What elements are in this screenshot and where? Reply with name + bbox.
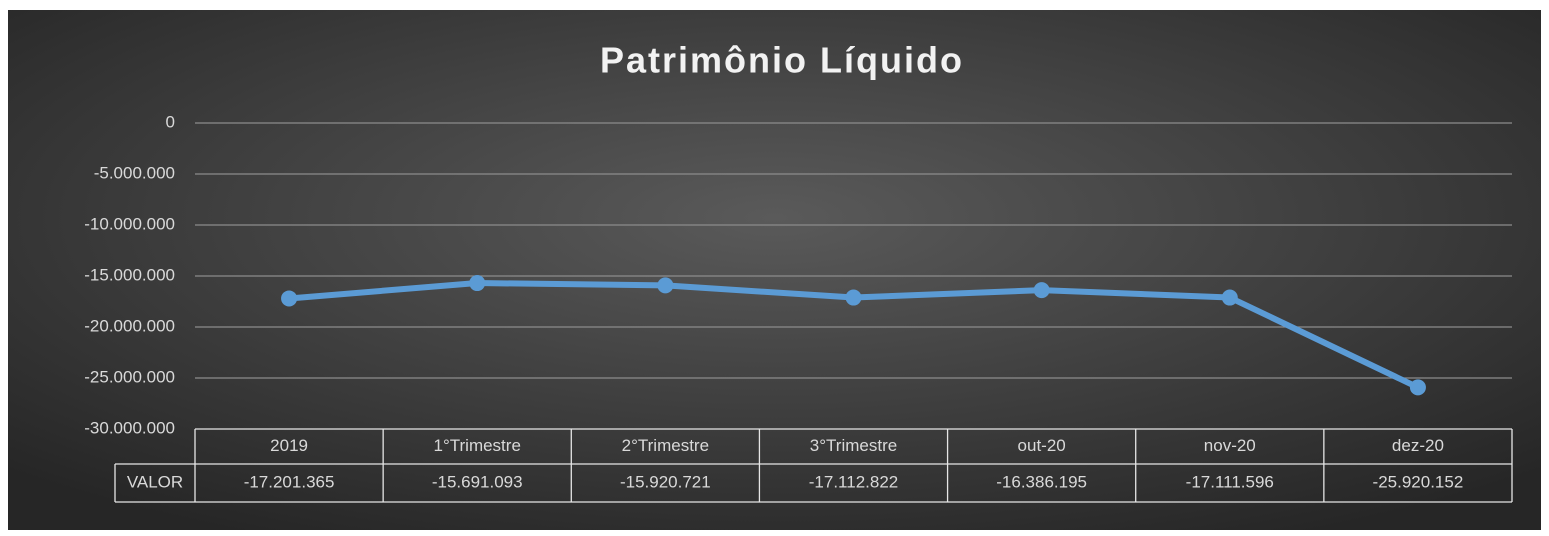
chart-title: Patrimônio Líquido — [600, 40, 964, 81]
legend-label: VALOR — [127, 472, 183, 491]
y-tick-label: -25.000.000 — [84, 367, 175, 386]
table-value: -25.920.152 — [1373, 472, 1464, 491]
y-tick-label: -20.000.000 — [84, 316, 175, 335]
table-value: -16.386.195 — [996, 472, 1087, 491]
x-tick-label: 2°Trimestre — [622, 436, 709, 455]
x-tick-label: dez-20 — [1392, 436, 1444, 455]
y-tick-label: -30.000.000 — [84, 418, 175, 437]
table-value: -15.920.721 — [620, 472, 711, 491]
chart-background — [8, 10, 1541, 530]
data-point — [1221, 289, 1238, 306]
data-point — [281, 290, 298, 307]
data-point — [657, 277, 674, 294]
table-value: -17.112.822 — [809, 472, 898, 491]
x-tick-label: 2019 — [270, 436, 308, 455]
y-tick-label: -5.000.000 — [94, 163, 175, 182]
x-tick-label: nov-20 — [1204, 436, 1256, 455]
y-tick-label: 0 — [166, 112, 175, 131]
table-value: -17.111.596 — [1186, 472, 1274, 491]
table-value: -15.691.093 — [432, 472, 523, 491]
y-tick-label: -10.000.000 — [84, 214, 175, 233]
table-value: -17.201.365 — [244, 472, 335, 491]
x-tick-label: 1°Trimestre — [434, 436, 521, 455]
x-tick-label: out-20 — [1018, 436, 1066, 455]
x-tick-label: 3°Trimestre — [810, 436, 897, 455]
data-point — [1033, 282, 1050, 299]
data-point — [469, 275, 486, 292]
data-point — [1409, 379, 1426, 396]
data-point — [845, 289, 862, 306]
y-tick-label: -15.000.000 — [84, 265, 175, 284]
